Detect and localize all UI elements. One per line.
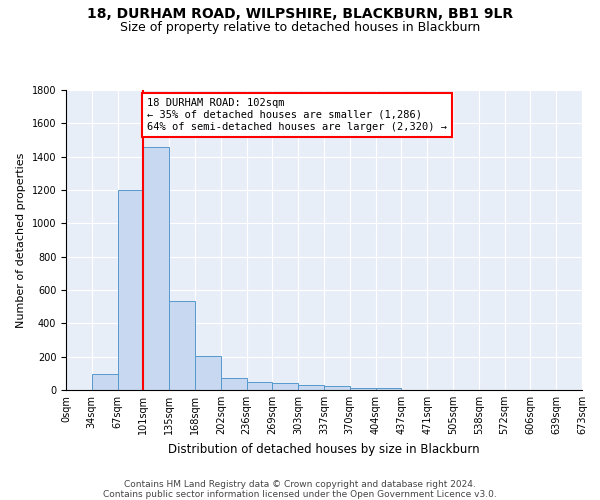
Bar [118,190,143,390]
Bar [247,382,272,390]
Bar [169,301,195,390]
Bar [324,386,350,390]
Bar [298,385,324,390]
Bar [92,374,118,390]
Bar [195,356,221,390]
Bar [143,146,169,390]
Text: Distribution of detached houses by size in Blackburn: Distribution of detached houses by size … [168,442,480,456]
Bar [350,388,376,390]
Text: Contains HM Land Registry data © Crown copyright and database right 2024.: Contains HM Land Registry data © Crown c… [124,480,476,489]
Text: Size of property relative to detached houses in Blackburn: Size of property relative to detached ho… [120,21,480,34]
Y-axis label: Number of detached properties: Number of detached properties [16,152,26,328]
Bar [221,378,247,390]
Bar [376,388,401,390]
Text: 18 DURHAM ROAD: 102sqm
← 35% of detached houses are smaller (1,286)
64% of semi-: 18 DURHAM ROAD: 102sqm ← 35% of detached… [147,98,447,132]
Bar [272,382,298,390]
Text: Contains public sector information licensed under the Open Government Licence v3: Contains public sector information licen… [103,490,497,499]
Text: 18, DURHAM ROAD, WILPSHIRE, BLACKBURN, BB1 9LR: 18, DURHAM ROAD, WILPSHIRE, BLACKBURN, B… [87,8,513,22]
